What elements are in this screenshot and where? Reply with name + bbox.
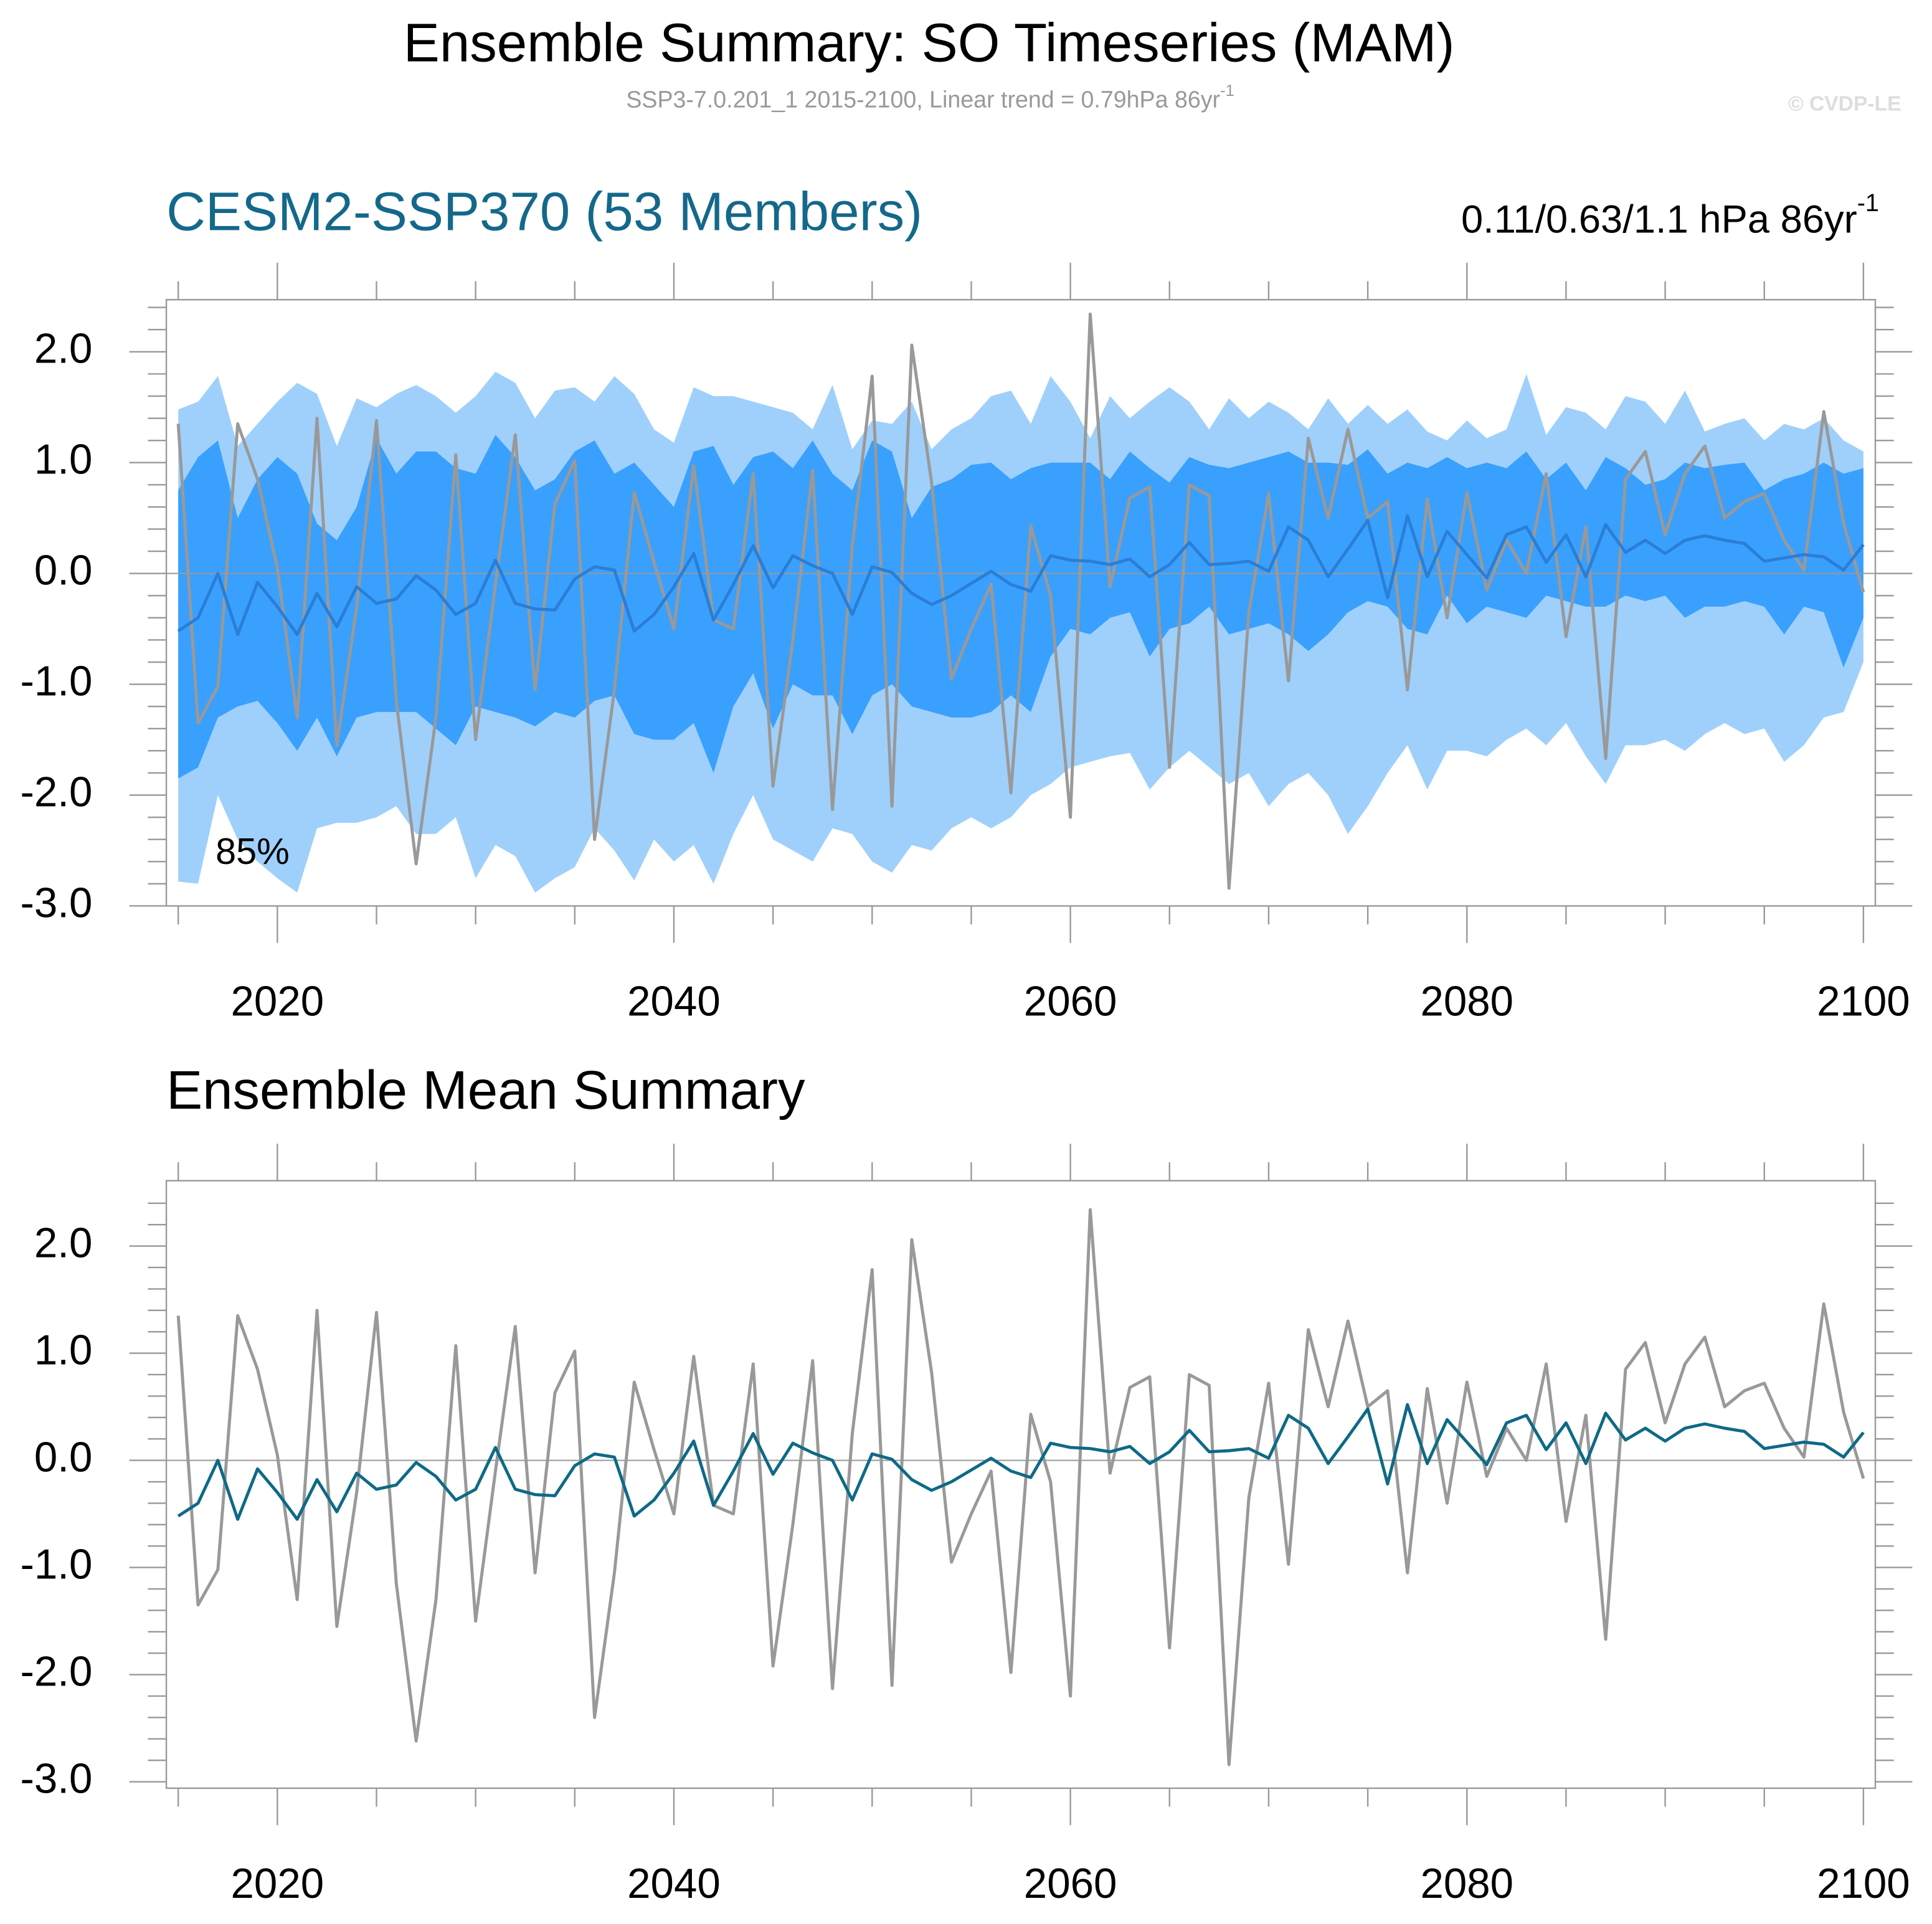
- y-tick-label: 1.0: [34, 436, 93, 483]
- right-label: 0.11/0.63/1.1 hPa 86yr-1: [1461, 189, 1879, 241]
- y-tick-label: -2.0: [20, 1648, 92, 1695]
- subtitle-sup: -1: [1220, 82, 1234, 100]
- series-line: [177, 1403, 1865, 1521]
- subtitle: SSP3-7.0.201_1 2015-2100, Linear trend =…: [626, 82, 1234, 113]
- x-tick-label: 2020: [231, 1860, 324, 1907]
- y-tick-label: -3.0: [20, 1755, 92, 1802]
- x-tick-label: 2100: [1817, 979, 1910, 1025]
- x-tick-label: 2040: [627, 1860, 721, 1907]
- x-tick-label: 2060: [1024, 1860, 1117, 1907]
- annotation: 85%: [215, 830, 290, 872]
- plot-border: [165, 1180, 1877, 1789]
- band: [178, 435, 1863, 779]
- series-line: [176, 1208, 1865, 1766]
- y-tick-label: 0.0: [34, 547, 93, 594]
- panel-title: Ensemble Mean Summary: [166, 1060, 805, 1121]
- y-tick-label: -3.0: [20, 879, 92, 926]
- panel-title: CESM2-SSP370 (53 Members): [166, 182, 922, 242]
- x-tick-label: 2040: [627, 979, 721, 1025]
- y-tick-label: -1.0: [20, 658, 92, 704]
- y-tick-label: 0.0: [34, 1434, 93, 1481]
- right-label-text: 0.11/0.63/1.1 hPa 86yr: [1461, 197, 1857, 241]
- y-tick-label: 2.0: [34, 1220, 93, 1266]
- copyright: © CVDP-LE: [1788, 92, 1901, 115]
- x-tick-label: 2080: [1420, 979, 1513, 1025]
- x-tick-label: 2020: [231, 979, 324, 1025]
- page-title: Ensemble Summary: SO Timeseries (MAM): [404, 13, 1455, 73]
- x-tick-label: 2100: [1817, 1860, 1910, 1907]
- y-tick-label: -2.0: [20, 769, 92, 815]
- y-tick-label: 2.0: [34, 326, 93, 372]
- x-tick-label: 2060: [1024, 979, 1117, 1025]
- right-label-sup: -1: [1857, 189, 1879, 217]
- series-line: [177, 514, 1865, 637]
- y-tick-label: 1.0: [34, 1327, 93, 1373]
- y-tick-label: -1.0: [20, 1541, 92, 1588]
- plot-border: [165, 298, 1877, 907]
- series-line: [176, 312, 1865, 890]
- subtitle-text: SSP3-7.0.201_1 2015-2100, Linear trend =…: [626, 87, 1220, 113]
- x-tick-label: 2080: [1420, 1860, 1513, 1907]
